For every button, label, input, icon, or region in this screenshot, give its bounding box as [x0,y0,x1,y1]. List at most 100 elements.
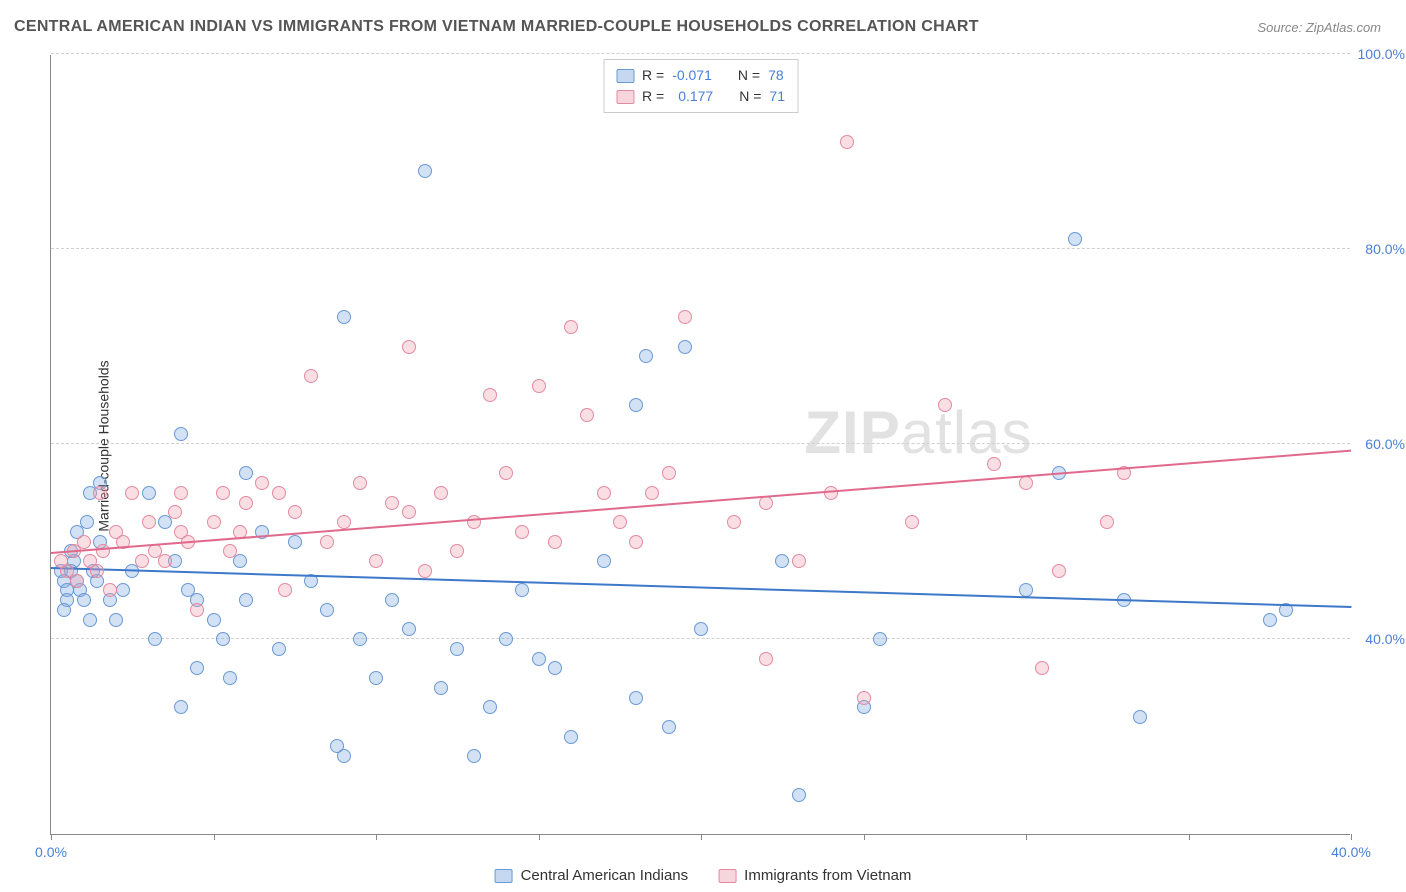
data-point [1133,710,1147,724]
data-point [223,671,237,685]
data-point [548,535,562,549]
data-point [125,486,139,500]
x-tick [214,834,215,840]
data-point [1035,661,1049,675]
data-point [662,720,676,734]
data-point [645,486,659,500]
data-point [629,398,643,412]
data-point [369,554,383,568]
data-point [564,320,578,334]
data-point [103,583,117,597]
data-point [304,369,318,383]
data-point [1068,232,1082,246]
legend-item-0: Central American Indians [495,867,689,884]
data-point [483,700,497,714]
data-point [499,466,513,480]
r-value-1: 0.177 [678,86,713,107]
legend-row-series-1: R = 0.177 N = 71 [616,86,785,107]
x-tick [1189,834,1190,840]
data-point [662,466,676,480]
n-value-0: 78 [768,65,784,86]
swatch-blue-icon [616,69,634,83]
data-point [434,681,448,695]
data-point [775,554,789,568]
data-point [207,515,221,529]
data-point [320,603,334,617]
data-point [759,652,773,666]
data-point [678,310,692,324]
data-point [1052,564,1066,578]
data-point [580,408,594,422]
data-point [93,486,107,500]
source-label: Source: ZipAtlas.com [1257,20,1381,35]
watermark: ZIPatlas [804,398,1032,467]
x-tick [1351,834,1352,840]
data-point [402,622,416,636]
legend-item-1: Immigrants from Vietnam [718,867,911,884]
data-point [158,554,172,568]
data-point [467,749,481,763]
legend-label-1: Immigrants from Vietnam [744,867,911,884]
y-tick-label: 80.0% [1365,241,1405,257]
data-point [190,603,204,617]
data-point [532,652,546,666]
legend-label-0: Central American Indians [521,867,689,884]
data-point [987,457,1001,471]
y-tick-label: 40.0% [1365,631,1405,647]
data-point [288,505,302,519]
data-point [174,486,188,500]
data-point [450,544,464,558]
r-label: R = [642,86,664,107]
data-point [1100,515,1114,529]
data-point [272,486,286,500]
data-point [272,642,286,656]
swatch-blue-icon [495,869,513,883]
data-point [434,486,448,500]
data-point [90,564,104,578]
gridline [51,53,1350,54]
data-point [418,564,432,578]
data-point [369,671,383,685]
data-point [639,349,653,363]
data-point [337,515,351,529]
data-point [629,535,643,549]
data-point [385,496,399,510]
data-point [613,515,627,529]
x-tick [864,834,865,840]
data-point [255,476,269,490]
x-tick-label: 40.0% [1331,844,1371,860]
data-point [792,788,806,802]
data-point [174,427,188,441]
data-point [727,515,741,529]
data-point [288,535,302,549]
data-point [96,544,110,558]
data-point [142,515,156,529]
data-point [792,554,806,568]
swatch-pink-icon [718,869,736,883]
data-point [83,613,97,627]
data-point [597,486,611,500]
data-point [532,379,546,393]
gridline [51,443,1350,444]
data-point [873,632,887,646]
data-point [483,388,497,402]
data-point [239,466,253,480]
data-point [190,661,204,675]
data-point [148,632,162,646]
data-point [385,593,399,607]
data-point [597,554,611,568]
data-point [1019,476,1033,490]
x-tick [701,834,702,840]
y-tick-label: 100.0% [1358,46,1405,62]
data-point [1263,613,1277,627]
data-point [223,544,237,558]
data-point [70,574,84,588]
chart-title: CENTRAL AMERICAN INDIAN VS IMMIGRANTS FR… [14,18,979,36]
n-label: N = [738,65,760,86]
data-point [418,164,432,178]
x-tick [376,834,377,840]
data-point [135,554,149,568]
data-point [402,505,416,519]
x-tick [539,834,540,840]
data-point [678,340,692,354]
